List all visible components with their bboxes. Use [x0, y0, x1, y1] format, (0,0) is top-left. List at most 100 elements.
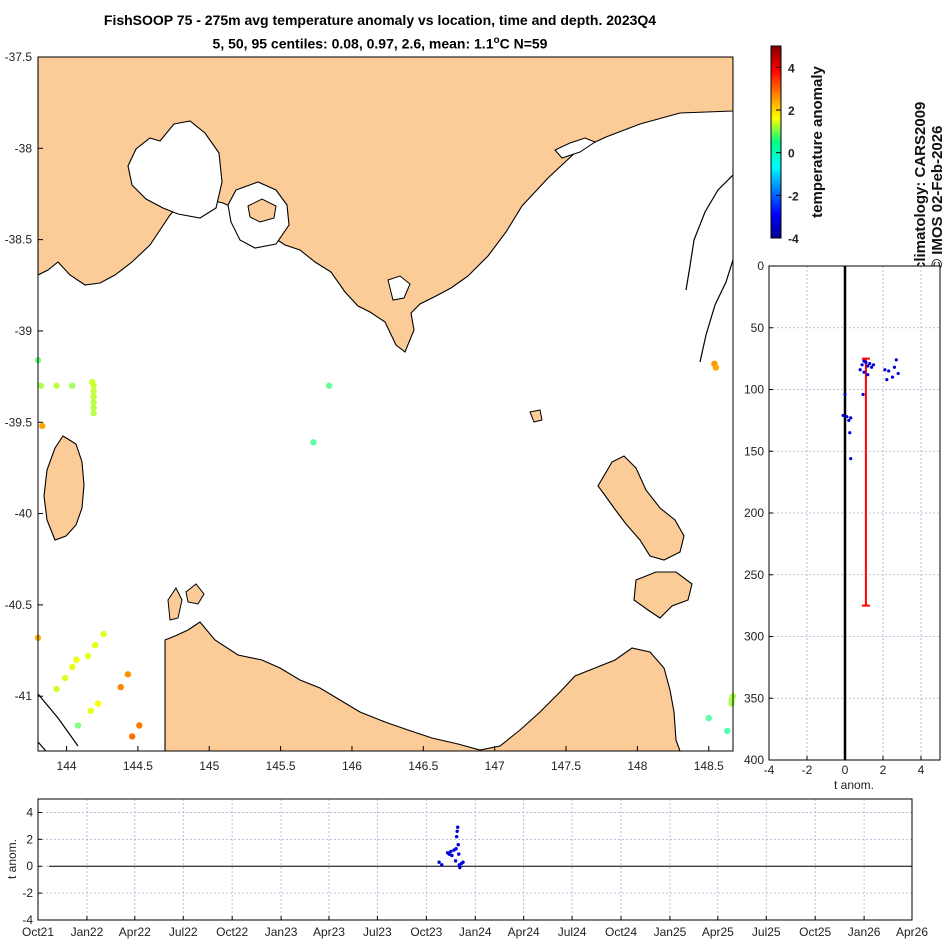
map-point: [69, 382, 76, 389]
corner-inlet: [387, 275, 411, 301]
map-point: [128, 733, 136, 740]
map-frame: [37, 56, 734, 752]
map-point: [90, 398, 97, 406]
profile-point: [866, 373, 870, 377]
map-point: [69, 663, 76, 671]
tseries-xtick-label: Oct22: [216, 925, 248, 939]
profile-ytick-label: 400: [744, 753, 764, 767]
profile-xtick-label: 2: [880, 763, 887, 777]
profile-xtick-label: -4: [764, 763, 775, 777]
map-point: [90, 404, 97, 411]
tseries-ytick-label: 0: [26, 859, 33, 873]
colorbar: -4 -2 0 2 4 temperature anomaly: [770, 45, 826, 246]
map-xtick-label: 145: [199, 759, 219, 773]
profile-point: [883, 368, 887, 372]
profile-ytick-label: 350: [744, 691, 764, 705]
tseries-xtick-label: Apr22: [119, 925, 151, 939]
tseries-xtick-label: Oct21: [22, 925, 54, 939]
tseries-xtick-label: Apr26: [896, 925, 928, 939]
tseries-xtick-label: Jan26: [848, 925, 881, 939]
map-xtick-label: 144: [57, 759, 77, 773]
map-point: [91, 641, 99, 649]
map-point: [87, 707, 95, 715]
profile-ytick-label: 100: [744, 383, 764, 397]
map-ytick-label: -37.5: [5, 50, 33, 64]
profile-point: [896, 371, 900, 376]
profile-ytick-label: 300: [744, 630, 764, 644]
profile-ytick-label: 150: [744, 444, 764, 458]
tseries-ytick-label: 4: [26, 805, 33, 819]
tseries-xtick-label: Jan23: [265, 925, 298, 939]
profile-xtick-label: -2: [802, 763, 813, 777]
tseries-xtick-label: Oct23: [410, 925, 442, 939]
profile-point: [868, 361, 872, 366]
map-point: [74, 722, 82, 729]
map-ytick-label: -39: [15, 324, 33, 338]
profile-point: [861, 392, 865, 397]
profile-point: [849, 416, 853, 420]
profile-point: [890, 375, 895, 379]
tseries-point: [455, 829, 459, 833]
map-point: [84, 652, 92, 660]
tseries-point: [461, 860, 465, 864]
map-xtick-label: 147: [485, 759, 505, 773]
map-point: [90, 382, 97, 389]
profile-ytick-label: 250: [744, 568, 764, 582]
profile-point: [870, 365, 874, 369]
map-point: [90, 409, 97, 417]
tseries-xtick-label: Jan25: [654, 925, 687, 939]
map-point: [53, 382, 60, 389]
map-point: [117, 683, 124, 691]
profile-point: [887, 369, 891, 373]
colorbar-tick-label: -4: [788, 232, 799, 246]
nsw-coast: [685, 174, 733, 363]
tseries-point: [456, 843, 460, 847]
map-point: [724, 727, 731, 735]
credit-climatology: climatology: CARS2009: [912, 102, 929, 270]
map-ticks: 144 144.5 145 145.5 146 146.5 147 147.5 148 148.5…: [5, 50, 724, 773]
tseries-point: [456, 825, 460, 829]
tseries-point: [453, 859, 458, 863]
small-island: [529, 409, 543, 423]
map-land-layer: [38, 57, 733, 751]
map-point: [100, 630, 107, 638]
map-ytick-label: -39.5: [5, 415, 33, 429]
profile-xlabel: t anom.: [834, 778, 874, 792]
profile-point: [862, 370, 866, 374]
colorbar-tick-label: 2: [788, 104, 795, 118]
tseries-marks: [48, 825, 912, 870]
map-point: [73, 656, 80, 663]
map-point: [310, 439, 317, 446]
map-point: [37, 382, 45, 389]
map-xtick-label: 146: [342, 759, 362, 773]
profile-point: [847, 418, 851, 422]
colorbar-tick-label: 4: [788, 61, 795, 75]
map-xtick-label: 145.5: [266, 759, 296, 773]
french-island: [247, 198, 277, 223]
map-ytick-label: -40.5: [5, 598, 33, 612]
profile-point: [849, 457, 853, 461]
map-xtick-label: 148.5: [694, 759, 724, 773]
map-ytick-label: -38: [15, 141, 33, 155]
credit-imos: © IMOS 02-Feb-2026: [929, 126, 946, 270]
map-ytick-label: -41: [15, 689, 33, 703]
map-xtick-label: 147.5: [551, 759, 581, 773]
profile-marks: [841, 266, 900, 760]
profile-point: [848, 431, 852, 435]
profile-point: [841, 413, 845, 418]
map-point: [325, 382, 333, 389]
tas-west-coast: [38, 693, 79, 751]
tseries-point: [437, 860, 441, 864]
profile-point: [845, 415, 849, 419]
tseries-xtick-label: Jan22: [71, 925, 104, 939]
map-xtick-label: 148: [627, 759, 647, 773]
tseries-ticks: Oct21 Jan22 Apr22 Jul22 Oct22 Jan23 Apr23 Jul23…: [22, 805, 928, 939]
tseries-point: [440, 863, 444, 867]
profile-point: [894, 358, 898, 362]
map-point: [90, 388, 97, 395]
map-point: [39, 422, 46, 430]
colorbar-tick-label: 0: [788, 147, 795, 161]
map-ytick-label: -38.5: [5, 233, 33, 247]
tseries-point: [454, 834, 459, 839]
map-point: [53, 685, 60, 693]
